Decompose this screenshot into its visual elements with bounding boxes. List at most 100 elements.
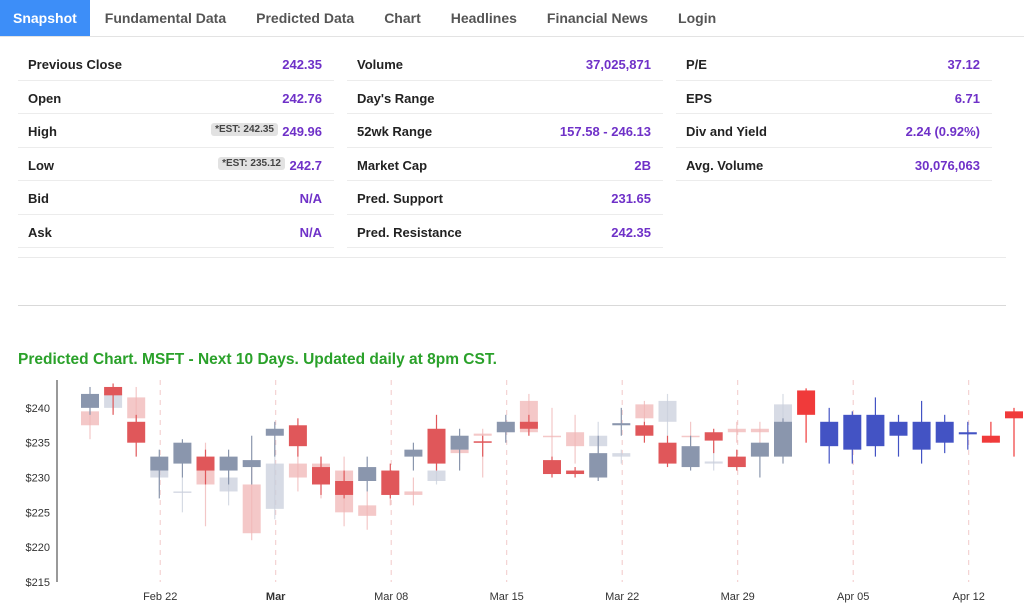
stat-row: Market Cap 2B <box>347 148 663 181</box>
tab-financial-news[interactable]: Financial News <box>546 10 649 26</box>
ghost-candle-body <box>612 453 631 457</box>
x-tick-label: Apr 12 <box>952 591 984 603</box>
stat-value-high: 249.96 <box>282 124 322 139</box>
actual-candle-body <box>589 453 608 478</box>
stat-row: 52wk Range 157.58 - 246.13 <box>347 114 663 148</box>
stat-row: P/E 37.12 <box>676 47 992 81</box>
predicted-candle-body <box>958 432 977 435</box>
stat-value-pred-resistance: 242.35 <box>611 224 651 240</box>
stat-label-pred-resistance: Pred. Resistance <box>357 224 462 240</box>
actual-candle-body <box>127 421 146 443</box>
actual-candle-body <box>750 442 769 457</box>
tab-fundamental-data[interactable]: Fundamental Data <box>104 10 227 26</box>
stat-row: Avg. Volume 30,076,063 <box>676 148 992 181</box>
stat-value-ask: N/A <box>299 224 322 240</box>
stat-label-eps: EPS <box>686 90 713 106</box>
stat-label-day-s-range: Day's Range <box>357 90 435 106</box>
stat-label-bid: Bid <box>28 191 49 206</box>
x-tick-label: Mar 22 <box>605 591 639 603</box>
actual-candle-body <box>173 442 192 464</box>
chart-title: Predicted Chart. MSFT - Next 10 Days. Up… <box>18 351 497 368</box>
stats-column-3: P/E 37.12 EPS 6.71 Div and Yield 2.24 (0.92%)… <box>676 47 992 181</box>
ghost-candle-body <box>727 428 746 433</box>
ghost-candle-body <box>473 433 492 436</box>
y-tick-label: $225 <box>26 507 50 519</box>
actual-candle-body <box>473 441 492 443</box>
stat-value-previous-close: 242.35 <box>282 57 322 72</box>
actual-candle-body <box>543 460 561 475</box>
ghost-candle-body <box>81 411 99 426</box>
tab-predicted-data[interactable]: Predicted Data <box>256 10 355 26</box>
predicted-candle-body <box>981 435 1000 443</box>
x-tick-label: Feb 22 <box>143 591 177 603</box>
quote-stats: Previous Close 242.35 Open 242.76 High 249.96… <box>18 47 1006 258</box>
stat-row: Previous Close 242.35 <box>18 47 334 81</box>
actual-candle-body <box>566 470 585 475</box>
ghost-candle-body <box>543 435 561 438</box>
stat-row: EPS 6.71 <box>676 81 992 114</box>
stat-value-avg-volume: 30,076,063 <box>914 157 980 173</box>
tab-login[interactable]: Login <box>678 10 717 26</box>
tab-chart[interactable]: Chart <box>384 10 421 26</box>
actual-candle-body <box>265 428 284 436</box>
ghost-candle-body <box>704 461 723 464</box>
y-tick-label: $220 <box>26 542 50 554</box>
stat-row: Volume 37,025,871 <box>347 47 663 81</box>
stat-row: High 249.96 *EST: 242.35 <box>18 114 334 148</box>
actual-candle-body <box>658 442 677 464</box>
stat-row: Bid N/A <box>18 181 334 215</box>
stat-value-div-and-yield: 2.24 (0.92%) <box>905 124 980 139</box>
actual-candle-body <box>496 421 515 433</box>
predicted-candle-body <box>912 421 931 450</box>
stat-row: Day's Range <box>347 81 663 114</box>
estimate-badge: *EST: 235.12 <box>218 156 285 170</box>
actual-candle-body <box>612 423 631 426</box>
ghost-candle-body <box>265 463 284 509</box>
stats-column-1: Previous Close 242.35 Open 242.76 High 249.96… <box>18 47 334 248</box>
actual-candle-body <box>335 481 354 495</box>
stat-label-ask: Ask <box>28 224 52 240</box>
stat-value-open: 242.76 <box>282 90 322 106</box>
stat-label-market-cap: Market Cap <box>357 157 428 173</box>
stat-label-open: Open <box>28 90 62 106</box>
actual-candle-body <box>704 432 723 441</box>
predicted-candle-body <box>843 414 862 450</box>
stat-row: Pred. Support 231.65 <box>347 181 663 215</box>
predicted-candle-body <box>820 421 839 447</box>
stat-value-low: 242.7 <box>289 157 322 173</box>
actual-candle-body <box>427 428 446 464</box>
stat-label-p-e: P/E <box>686 57 707 72</box>
stat-row: Open 242.76 <box>18 81 334 114</box>
x-tick-label: Mar 29 <box>721 591 755 603</box>
ghost-candle-body <box>635 404 654 419</box>
y-tick-label: $215 <box>26 577 50 589</box>
x-tick-label: Mar 08 <box>374 591 408 603</box>
stat-value-52wk-range: 157.58 - 246.13 <box>559 124 651 139</box>
section-divider <box>18 305 1006 306</box>
stat-value-eps: 6.71 <box>954 90 980 106</box>
stat-value-volume: 37,025,871 <box>585 57 651 72</box>
actual-candle-body <box>404 449 423 457</box>
x-tick-label: Mar 15 <box>490 591 524 603</box>
ghost-candle-body <box>404 491 423 495</box>
stat-row: Low 242.7 *EST: 235.12 <box>18 148 334 181</box>
stats-column-2: Volume 37,025,871 Day's Range 52wk Range 157… <box>347 47 663 248</box>
tab-headlines[interactable]: Headlines <box>450 10 517 26</box>
stat-label-avg-volume: Avg. Volume <box>686 157 764 173</box>
stat-value-pred-support: 231.65 <box>611 191 651 206</box>
actual-candle-body <box>358 467 377 481</box>
actual-candle-body <box>150 456 169 471</box>
x-tick-label: Mar <box>266 591 286 603</box>
predicted-candle-body <box>797 390 816 415</box>
stat-label-volume: Volume <box>357 57 403 72</box>
tab-bar: Snapshot Fundamental Data Predicted Data Ch… <box>0 0 1024 37</box>
actual-candle-body <box>681 446 700 468</box>
actual-candle-body <box>519 421 538 429</box>
ghost-candle-body <box>242 484 261 534</box>
candlestick-chart: Feb 22 Mar Mar 08 Mar 15 Mar 22 Mar 29 Apr 05 A… <box>26 380 1023 603</box>
x-tick-label: Apr 05 <box>837 591 869 603</box>
stat-value-market-cap: 2B <box>634 157 651 173</box>
actual-candle-body <box>242 460 261 468</box>
actual-candle-body <box>312 467 330 485</box>
tab-snapshot[interactable]: Snapshot <box>0 0 90 36</box>
